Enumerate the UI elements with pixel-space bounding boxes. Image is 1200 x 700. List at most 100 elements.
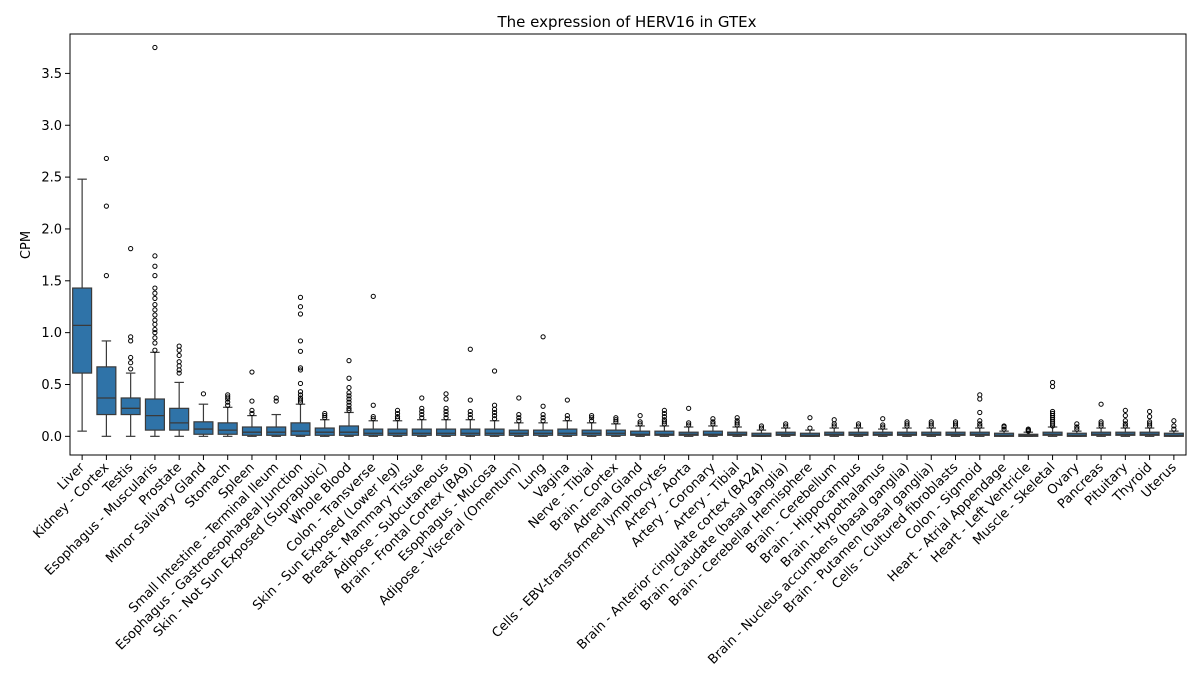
outlier-point — [710, 421, 716, 427]
box-0 — [72, 287, 93, 374]
outlier-point — [564, 416, 570, 422]
outlier-point — [297, 397, 304, 403]
outlier-point — [831, 417, 837, 423]
outlier-point — [249, 407, 255, 414]
y-tick-label: 0.5 — [41, 378, 62, 393]
outlier-point — [394, 416, 401, 422]
outlier-point — [249, 410, 255, 417]
outlier-point — [176, 370, 182, 376]
outlier-point — [152, 273, 158, 279]
outlier-point — [225, 394, 231, 400]
outlier-point — [734, 418, 740, 424]
y-tick-label: 2.0 — [41, 222, 62, 237]
outlier-point — [297, 392, 304, 398]
outlier-point — [443, 405, 449, 411]
outlier-point — [419, 408, 425, 415]
chart-title: The expression of HERV16 in GTEx — [496, 13, 756, 31]
outlier-point — [1171, 423, 1177, 429]
outlier-point — [734, 415, 740, 421]
outlier-point — [1025, 426, 1031, 432]
plot-frame — [69, 33, 1187, 456]
outlier-point — [855, 423, 862, 429]
outlier-point — [152, 335, 158, 341]
outlier-point — [370, 402, 376, 408]
outlier-point — [783, 421, 789, 427]
outlier-point — [176, 343, 182, 349]
outlier-point — [661, 417, 667, 423]
outlier-point — [346, 358, 352, 364]
outlier-point — [394, 414, 401, 420]
outlier-point — [346, 405, 352, 411]
outlier-point — [176, 347, 182, 353]
outlier-point — [807, 425, 813, 431]
outlier-point — [419, 395, 425, 401]
box-2 — [120, 397, 141, 416]
outlier-point — [419, 411, 425, 418]
outlier-point — [297, 367, 304, 373]
outlier-point — [516, 418, 522, 424]
outlier-point — [152, 263, 158, 269]
box-7 — [241, 426, 263, 436]
outlier-point — [758, 425, 765, 431]
outlier-point — [297, 304, 304, 310]
outlier-point — [322, 410, 328, 417]
box-26 — [702, 430, 723, 436]
box-8 — [266, 426, 287, 436]
outlier-point — [297, 294, 304, 300]
outlier-point — [443, 415, 449, 421]
outlier-point — [977, 396, 983, 402]
outlier-point — [1122, 421, 1128, 427]
outlier-point — [661, 407, 667, 414]
outlier-point — [346, 399, 352, 405]
y-tick-label: 3.5 — [41, 67, 62, 82]
outlier-point — [1122, 412, 1128, 419]
outlier-point — [831, 423, 837, 429]
outlier-point — [637, 412, 643, 419]
outlier-point — [273, 398, 279, 404]
outlier-point — [346, 375, 352, 381]
outlier-point — [880, 422, 886, 428]
outlier-point — [807, 415, 813, 421]
outlier-point — [516, 411, 522, 418]
outlier-point — [1147, 421, 1153, 427]
outlier-point — [152, 321, 158, 327]
y-tick-label: 1.5 — [41, 274, 62, 289]
outlier-point — [904, 419, 910, 425]
outlier-point — [419, 405, 425, 411]
box-20 — [557, 428, 578, 436]
box-14 — [411, 428, 432, 436]
outlier-point — [152, 307, 158, 313]
outlier-point — [855, 421, 862, 427]
outlier-point — [152, 330, 158, 336]
box-6 — [217, 422, 238, 435]
outlier-point — [1098, 421, 1104, 427]
outlier-point — [467, 408, 473, 415]
outlier-point — [516, 415, 522, 421]
outlier-point — [686, 422, 692, 428]
outlier-point — [637, 421, 643, 427]
outlier-point — [516, 395, 522, 401]
outlier-point — [613, 415, 619, 421]
box-5 — [193, 421, 214, 435]
outlier-point — [1074, 421, 1080, 427]
outlier-point — [1122, 423, 1128, 429]
outlier-point — [783, 423, 789, 429]
box-16 — [460, 428, 481, 436]
outlier-point — [661, 414, 667, 420]
outlier-point — [346, 402, 352, 408]
outlier-point — [540, 334, 546, 340]
outlier-point — [443, 391, 449, 397]
outlier-point — [322, 412, 328, 419]
outlier-point — [1147, 414, 1153, 420]
outlier-point — [370, 416, 376, 422]
outlier-point — [297, 311, 304, 317]
outlier-point — [710, 419, 716, 425]
box-13 — [387, 428, 408, 436]
outlier-point — [128, 246, 134, 252]
outlier-point — [491, 412, 498, 419]
outlier-point — [346, 393, 352, 399]
outlier-point — [540, 415, 546, 421]
outlier-point — [152, 326, 158, 333]
